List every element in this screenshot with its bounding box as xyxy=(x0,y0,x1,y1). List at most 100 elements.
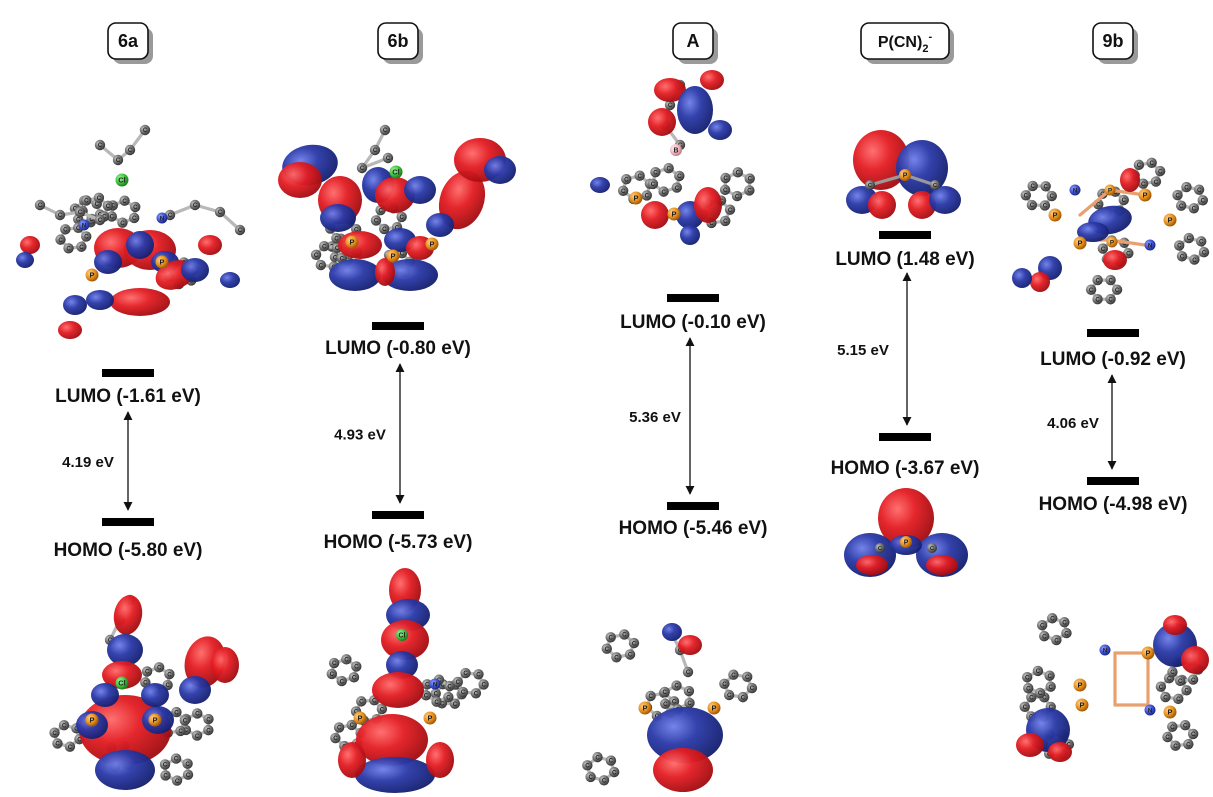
atom-label: C xyxy=(1170,725,1175,731)
carbon-atom xyxy=(1032,665,1044,677)
carbon-atom xyxy=(1175,675,1186,687)
atom-label: P xyxy=(1110,239,1114,246)
carbon-atom xyxy=(663,163,674,174)
atom-label: C xyxy=(218,210,223,216)
atom-label: C xyxy=(332,661,337,667)
carbon-atom xyxy=(1097,243,1109,254)
header-label: 6a xyxy=(118,31,139,51)
atom-label: C xyxy=(354,665,359,671)
carbon-atom xyxy=(191,730,203,741)
carbon-atom xyxy=(634,170,645,181)
atom-label: C xyxy=(76,217,81,223)
carbon-atom xyxy=(650,167,661,178)
carbon-atom xyxy=(171,706,182,718)
atom-label: C xyxy=(76,226,81,232)
carbon-atom xyxy=(1167,666,1178,678)
atom-label: C xyxy=(722,682,727,688)
atom-label: C xyxy=(143,128,148,134)
atom-label: C xyxy=(116,158,121,164)
carbon-atom xyxy=(159,759,171,770)
atom-label: C xyxy=(183,719,188,725)
atom-label: C xyxy=(58,213,63,219)
atom-label: C xyxy=(463,671,468,677)
carbon-atom xyxy=(1023,683,1034,694)
phosphorus-atom xyxy=(1073,236,1087,250)
atom-label: C xyxy=(602,778,607,784)
atom-label: C xyxy=(337,726,342,732)
carbon-atom xyxy=(1039,630,1050,642)
atom-label: C xyxy=(1030,203,1035,209)
carbon-atom xyxy=(346,719,357,731)
atom-label: C xyxy=(651,182,656,188)
atom-label: C xyxy=(440,701,445,707)
carbon-atom xyxy=(81,195,92,206)
carbon-atom xyxy=(1173,693,1184,705)
carbon-atom xyxy=(81,231,92,242)
atom-label: C xyxy=(447,684,452,690)
atom-label: C xyxy=(163,763,168,769)
carbon-atom xyxy=(1034,687,1046,699)
atom-label: C xyxy=(400,215,405,221)
carbon-atom xyxy=(192,708,203,719)
carbon-atom xyxy=(331,233,342,244)
atom-label: C xyxy=(319,263,324,269)
carbon-atom xyxy=(141,666,153,677)
atom-label: P xyxy=(430,240,435,249)
atom-label: C xyxy=(110,215,115,221)
atom-label: C xyxy=(95,202,100,208)
atom-label: C xyxy=(1186,742,1191,748)
column-header-6b: 6b xyxy=(377,22,423,64)
carbon-atom xyxy=(444,680,455,692)
atom-label: C xyxy=(195,734,200,740)
carbon-atom xyxy=(102,200,114,211)
carbon-atom xyxy=(330,732,341,744)
carbon-atom xyxy=(76,241,87,252)
orbital-lobe-negative xyxy=(386,651,418,679)
carbon-atom xyxy=(1133,159,1145,171)
atom-label: C xyxy=(1062,620,1067,626)
atom-label: C xyxy=(68,745,73,751)
header-box xyxy=(107,22,149,60)
atom-label: C xyxy=(1163,695,1168,701)
carbon-atom xyxy=(719,678,730,690)
atom-label: C xyxy=(206,717,211,723)
atom-label: C xyxy=(106,204,111,210)
carbon-atom xyxy=(52,738,63,749)
atom-label: C xyxy=(174,710,179,716)
atom-label: C xyxy=(335,246,340,252)
atom-label: C xyxy=(168,213,173,219)
carbon-atom xyxy=(1026,692,1037,703)
carbon-atom xyxy=(58,719,70,731)
atom-label: C xyxy=(98,218,103,224)
carbon-atom xyxy=(430,688,441,699)
atom-label: C xyxy=(359,700,364,706)
atom-label: C xyxy=(605,647,610,653)
carbon-atom xyxy=(605,632,616,643)
atom-label: C xyxy=(314,253,319,259)
atom-label: C xyxy=(354,227,359,233)
phosphorus-atom xyxy=(1106,236,1118,248)
orbital-lobe-positive xyxy=(438,170,486,230)
atom-label: C xyxy=(186,773,191,779)
atom-label: C xyxy=(731,673,736,679)
phosphorus-atom xyxy=(1104,184,1116,196)
carbon-atom xyxy=(683,685,695,697)
atom-label: C xyxy=(167,672,172,678)
carbon-atom xyxy=(585,771,596,783)
atom-label: C xyxy=(609,759,614,765)
atom-label: C xyxy=(52,731,57,737)
atom-label: Cl xyxy=(399,633,406,640)
atom-label: C xyxy=(621,189,626,195)
carbon-atom xyxy=(660,698,671,709)
atom-label: C xyxy=(677,174,682,180)
orbital-lobe-negative xyxy=(1077,222,1109,242)
carbon-atom xyxy=(315,259,327,271)
atom-label: C xyxy=(1191,678,1196,684)
homo-label-A: HOMO (-5.46 eV) xyxy=(619,518,768,539)
carbon-atom xyxy=(106,211,117,222)
carbon-atom xyxy=(731,190,743,202)
nitrogen-atom xyxy=(1069,184,1081,196)
phosphorus-atom xyxy=(425,237,439,251)
orbital-lobe-positive xyxy=(20,236,40,254)
carbon-atom xyxy=(473,669,484,680)
